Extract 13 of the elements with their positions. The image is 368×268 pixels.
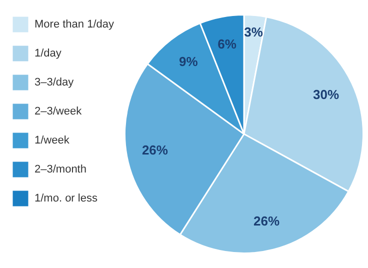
data-label: 26% bbox=[142, 142, 168, 158]
data-label: 30% bbox=[312, 86, 340, 102]
data-label: 3% bbox=[244, 24, 264, 40]
legend-label: More than 1/day bbox=[34, 18, 114, 31]
legend-label: 1/day bbox=[34, 48, 62, 60]
data-label: 6% bbox=[218, 36, 237, 52]
legend-label: 1/mo. or less bbox=[34, 192, 98, 205]
data-label: 26% bbox=[254, 213, 280, 228]
legend-label: 1/week bbox=[34, 134, 70, 147]
legend-label: 2–3/week bbox=[34, 106, 82, 118]
legend-label: 3–3/day bbox=[34, 76, 74, 89]
legend-label: 2–3/month bbox=[34, 164, 86, 176]
data-label: 9% bbox=[179, 54, 198, 69]
